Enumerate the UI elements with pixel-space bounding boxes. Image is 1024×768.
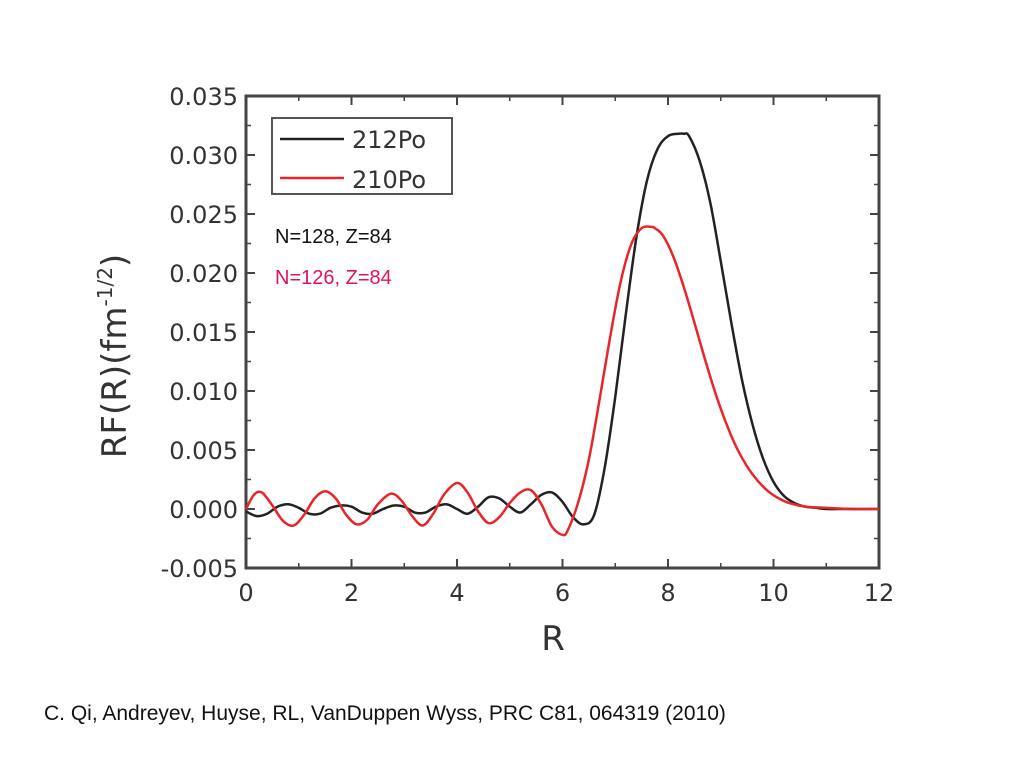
- y-axis-label-main: RF(R)(fm: [95, 306, 135, 458]
- tick-labels: 0 2 4 6 8 10 12 -0.005 0.000 0.005 0.010 0.015 0.020…: [161, 83, 895, 607]
- y-axis-label-exponent: -1/2: [93, 267, 117, 306]
- series-lines: [244, 132, 880, 537]
- y-tick-label: 0.035: [169, 83, 238, 111]
- y-tick-label: 0.020: [169, 260, 238, 288]
- x-tick-label: 2: [344, 579, 359, 607]
- series-line-210po: [244, 225, 880, 537]
- legend: 212Po 210Po: [271, 117, 453, 195]
- y-tick-label: 0.005: [169, 437, 238, 465]
- annotation-n126: N=126, Z=84: [275, 267, 392, 289]
- x-tick-label: 4: [449, 579, 464, 607]
- legend-label-210po: 210Po: [352, 166, 426, 194]
- x-tick-label: 6: [555, 579, 570, 607]
- y-axis-label: RF(R)(fm-1/2): [93, 254, 135, 458]
- citation: C. Qi, Andreyev, Huyse, RL, VanDuppen Wy…: [44, 702, 726, 725]
- y-tick-label: 0.010: [169, 378, 238, 406]
- y-tick-label: 0.015: [169, 319, 238, 347]
- y-tick-label: -0.005: [161, 555, 238, 583]
- x-tick-label: 0: [238, 579, 253, 607]
- x-tick-label: 10: [758, 579, 789, 607]
- series-line-212po: [245, 132, 879, 526]
- x-axis-label: R: [541, 619, 565, 659]
- y-tick-label: 0.030: [169, 142, 238, 170]
- y-axis-label-suffix: ): [95, 254, 135, 267]
- y-tick-label: 0.000: [169, 496, 238, 524]
- x-tick-label: 8: [660, 579, 675, 607]
- ticks: [245, 95, 880, 569]
- x-tick-label: 12: [864, 579, 895, 607]
- annotation-n128: N=128, Z=84: [275, 226, 392, 248]
- legend-label-212po: 212Po: [352, 126, 426, 154]
- chart: 0 2 4 6 8 10 12 -0.005 0.000 0.005 0.010 0.015 0.020…: [93, 83, 895, 659]
- y-tick-label: 0.025: [169, 201, 238, 229]
- legend-box: [271, 117, 453, 195]
